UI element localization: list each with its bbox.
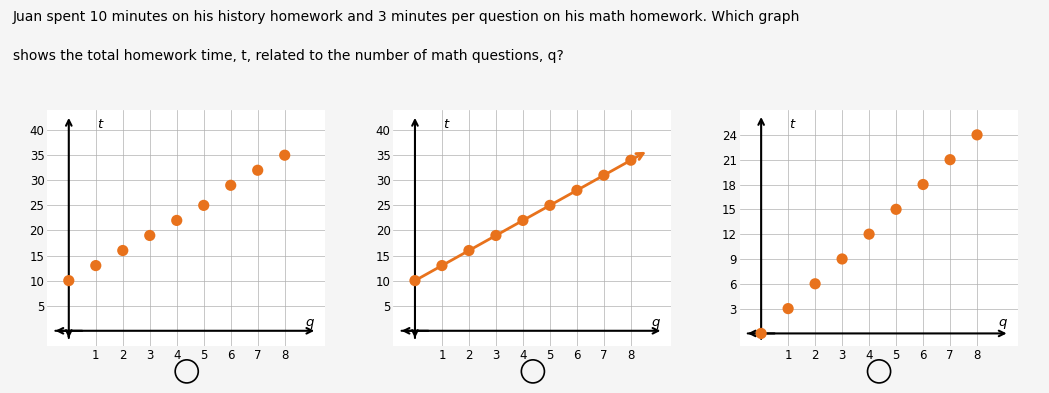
Text: Juan spent 10 minutes on his history homework and 3 minutes per question on his : Juan spent 10 minutes on his history hom… — [13, 10, 800, 24]
Point — [195, 202, 212, 209]
Point — [168, 217, 185, 224]
Point — [942, 156, 959, 163]
Point — [779, 305, 796, 312]
Point — [541, 202, 558, 209]
Point — [142, 232, 158, 239]
Point — [488, 232, 505, 239]
Point — [887, 206, 904, 213]
Text: shows the total homework time, t, related to the number of math questions, q?: shows the total homework time, t, relate… — [13, 49, 563, 63]
Point — [61, 277, 78, 284]
Point — [514, 217, 531, 224]
Text: q: q — [651, 316, 660, 329]
Point — [834, 256, 851, 262]
Text: q: q — [998, 316, 1006, 329]
Point — [622, 157, 639, 163]
Point — [222, 182, 239, 188]
Text: t: t — [444, 118, 449, 131]
Point — [433, 263, 450, 269]
Point — [569, 187, 585, 193]
Point — [860, 231, 877, 237]
Point — [753, 330, 770, 336]
Point — [968, 132, 985, 138]
Text: q: q — [305, 316, 314, 329]
Point — [596, 172, 613, 178]
Point — [87, 263, 104, 269]
Point — [114, 247, 131, 253]
Point — [807, 281, 823, 287]
Point — [276, 152, 293, 158]
Point — [407, 277, 424, 284]
Point — [915, 181, 932, 187]
Point — [461, 247, 477, 253]
Text: t: t — [98, 118, 103, 131]
Text: t: t — [790, 118, 795, 131]
Point — [250, 167, 266, 173]
